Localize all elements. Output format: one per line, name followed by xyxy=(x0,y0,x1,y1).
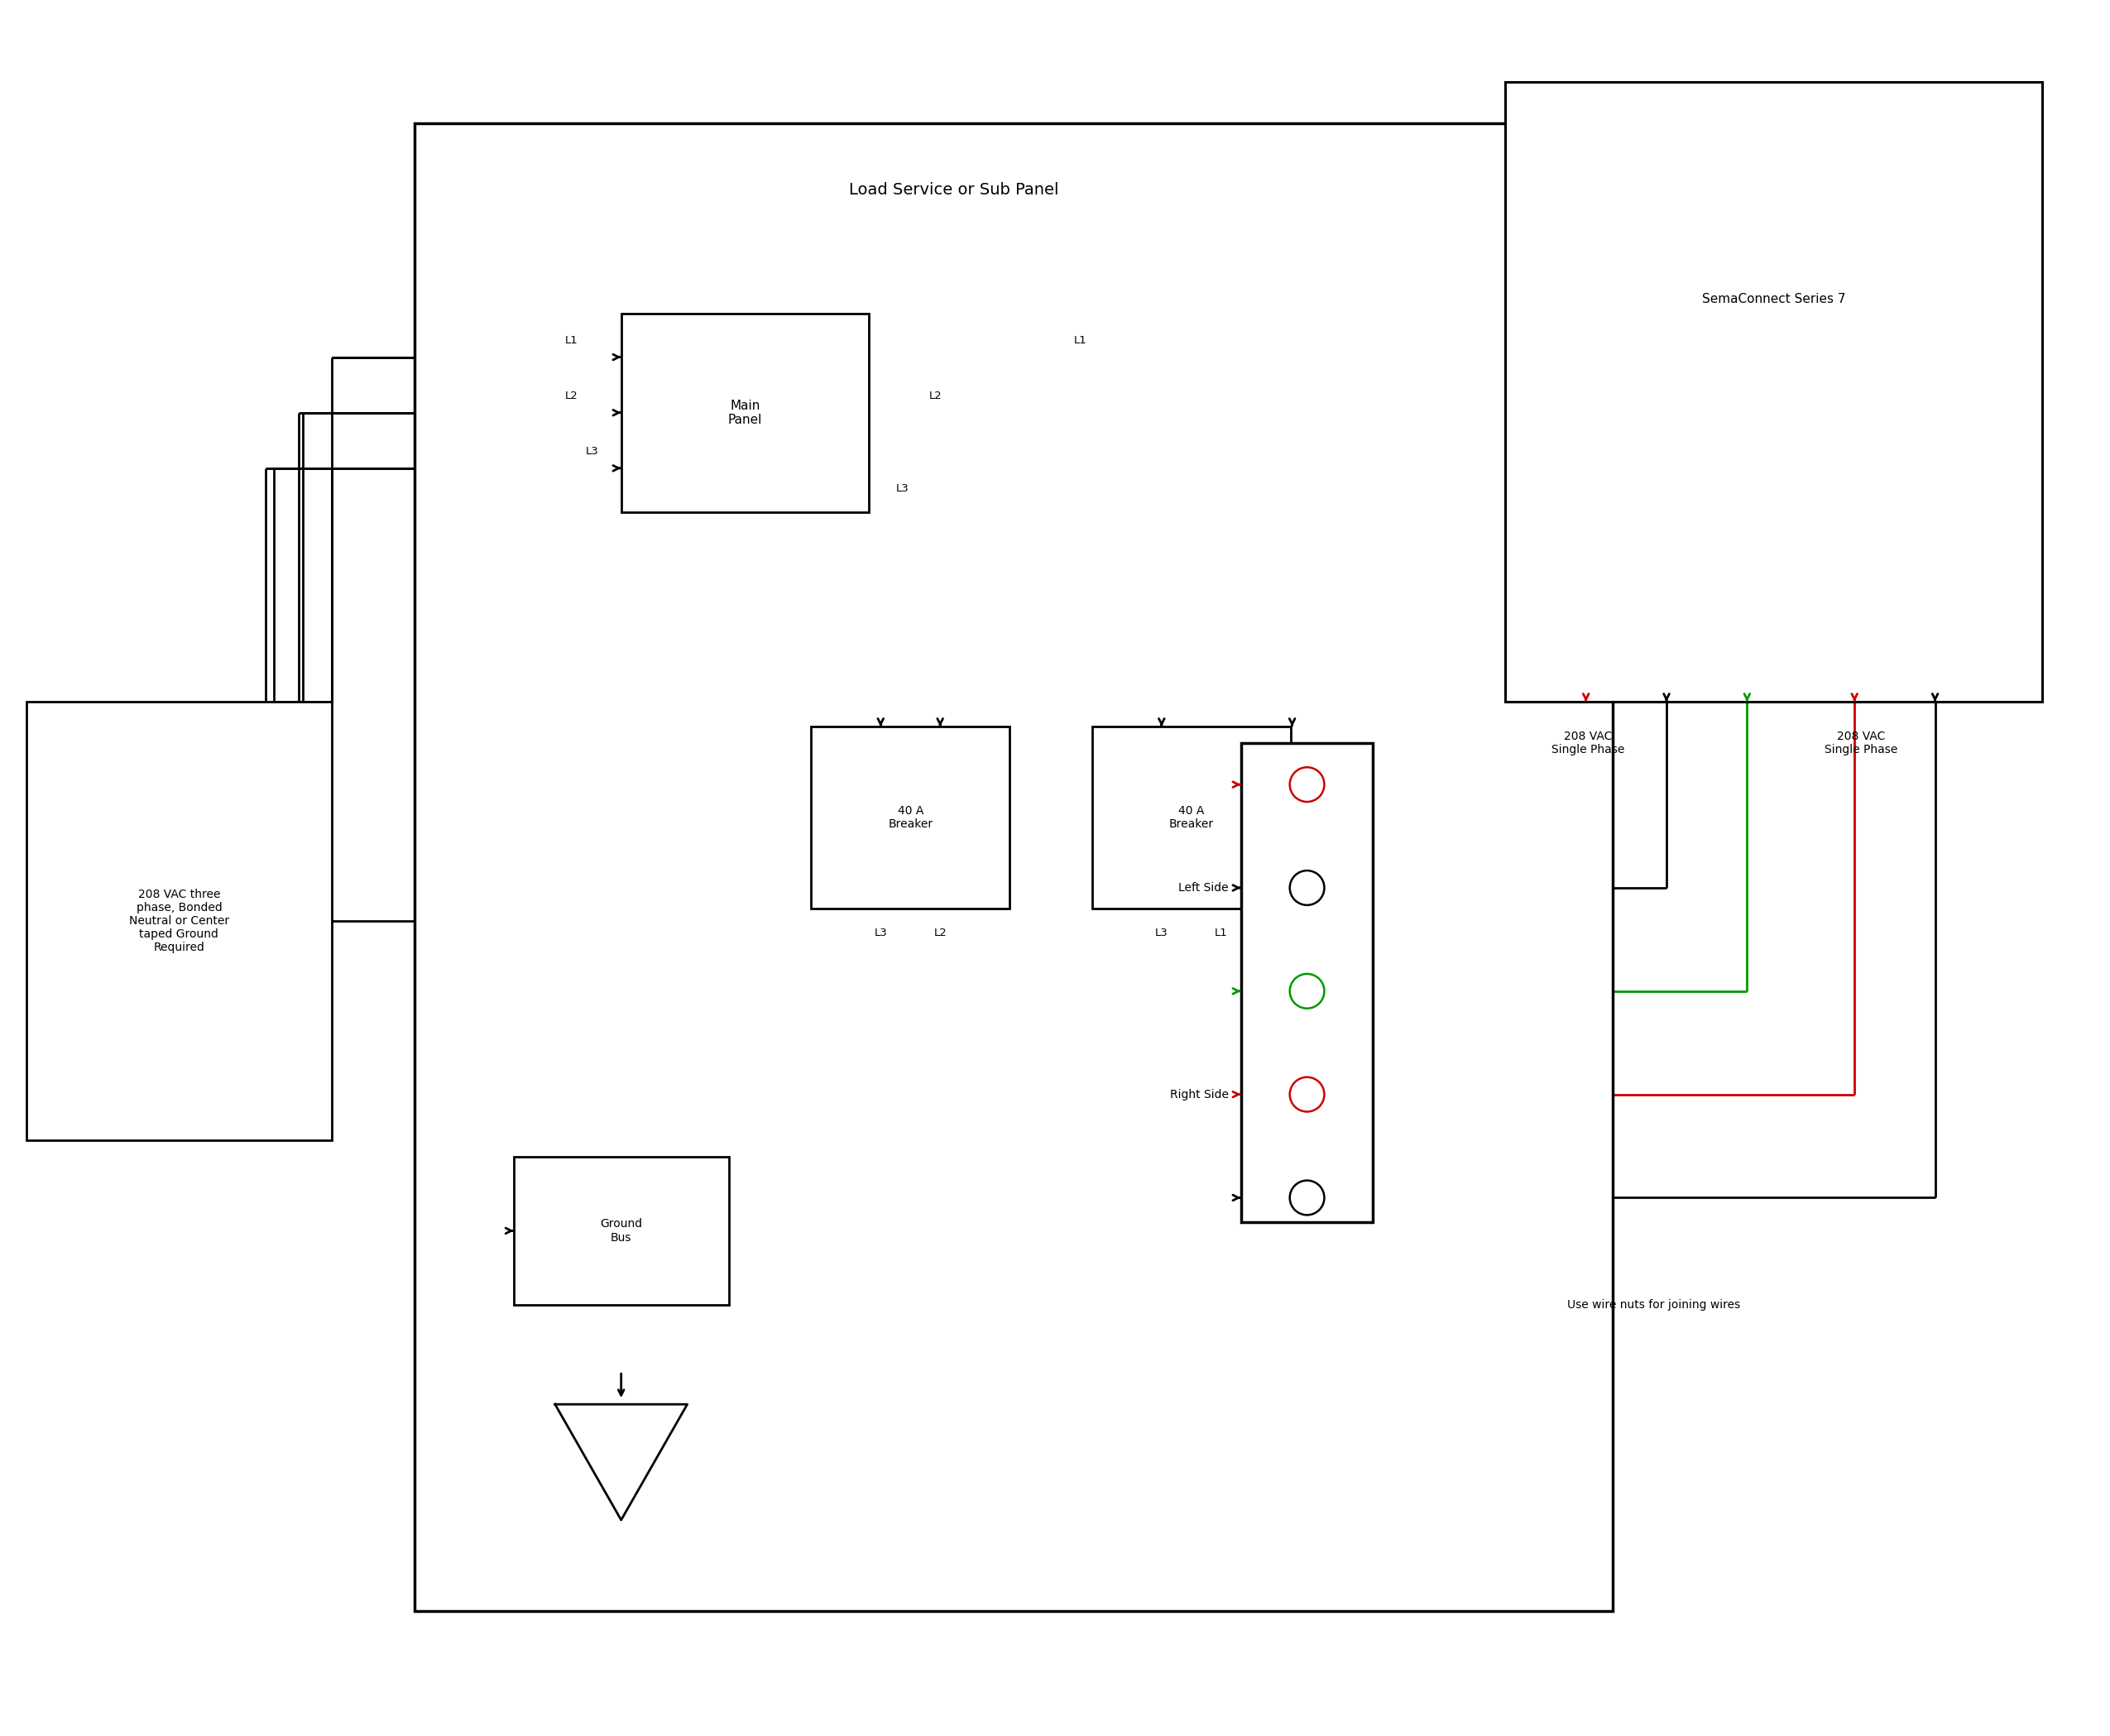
Text: 40 A
Breaker: 40 A Breaker xyxy=(888,806,933,830)
Bar xyxy=(513,1156,728,1305)
Text: L3: L3 xyxy=(1154,929,1169,939)
Bar xyxy=(1093,727,1291,908)
Text: 40 A
Breaker: 40 A Breaker xyxy=(1169,806,1213,830)
Text: SemaConnect Series 7: SemaConnect Series 7 xyxy=(1703,293,1846,306)
Text: L3: L3 xyxy=(587,446,599,457)
Text: 208 VAC
Single Phase: 208 VAC Single Phase xyxy=(1825,731,1897,755)
Text: L1: L1 xyxy=(1074,335,1087,345)
Circle shape xyxy=(1289,870,1325,904)
Text: L1: L1 xyxy=(565,335,578,345)
Circle shape xyxy=(1289,1076,1325,1111)
Text: Use wire nuts for joining wires: Use wire nuts for joining wires xyxy=(1568,1299,1741,1311)
Circle shape xyxy=(1289,1180,1325,1215)
Bar xyxy=(810,727,1009,908)
Text: Left Side: Left Side xyxy=(1177,882,1228,894)
Text: L3: L3 xyxy=(895,484,909,495)
Bar xyxy=(1504,82,2042,701)
Circle shape xyxy=(1289,974,1325,1009)
Text: L3: L3 xyxy=(874,929,886,939)
Bar xyxy=(1241,743,1374,1222)
Text: L2: L2 xyxy=(933,929,947,939)
Text: 208 VAC
Single Phase: 208 VAC Single Phase xyxy=(1551,731,1625,755)
Text: Right Side: Right Side xyxy=(1169,1088,1228,1101)
Text: L2: L2 xyxy=(928,391,941,401)
Bar xyxy=(25,701,331,1141)
Text: Main
Panel: Main Panel xyxy=(728,399,762,425)
Circle shape xyxy=(1289,767,1325,802)
Bar xyxy=(620,314,869,512)
Bar xyxy=(414,123,1612,1611)
Text: Load Service or Sub Panel: Load Service or Sub Panel xyxy=(848,182,1059,198)
Text: Ground
Bus: Ground Bus xyxy=(599,1219,641,1243)
Text: L1: L1 xyxy=(1215,929,1228,939)
Polygon shape xyxy=(555,1404,688,1521)
Text: 208 VAC three
phase, Bonded
Neutral or Center
taped Ground
Required: 208 VAC three phase, Bonded Neutral or C… xyxy=(129,889,230,953)
Text: L2: L2 xyxy=(565,391,578,401)
